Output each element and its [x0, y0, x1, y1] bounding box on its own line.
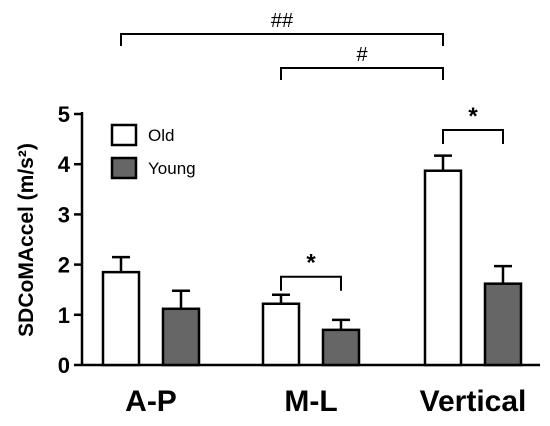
significance-bracket: [280, 67, 444, 80]
y-axis: 0 1 2 3 4 5: [58, 102, 540, 378]
legend-swatch-old: [110, 123, 138, 147]
legend: Old Young: [110, 123, 196, 180]
legend-swatch-young: [110, 156, 138, 180]
significance-bracket: [280, 275, 342, 291]
bar-old-vertical: [423, 169, 463, 367]
significance-label: #: [356, 44, 368, 66]
y-tick-label: 3: [58, 202, 70, 227]
legend-label-young: Young: [148, 159, 196, 178]
significance-annotations: **###: [120, 10, 504, 291]
x-axis-labels: A-P M-L Vertical: [125, 385, 526, 418]
bar-old-a-p: [101, 270, 141, 367]
y-tick-label: 1: [58, 303, 70, 328]
y-tick-label: 4: [58, 152, 71, 177]
significance-label: ##: [271, 10, 294, 32]
y-tick-label: 0: [58, 353, 70, 378]
bar-young-m-l: [321, 328, 361, 367]
x-category-label: M-L: [284, 385, 337, 418]
x-category-label: A-P: [125, 385, 177, 418]
significance-label: *: [468, 103, 478, 130]
bar-young-vertical: [483, 282, 523, 367]
y-axis-title: SDCoMAccel (m/s²): [15, 143, 38, 337]
y-tick-label: 5: [58, 102, 70, 127]
legend-label-old: Old: [148, 126, 174, 145]
bar-young-a-p: [161, 307, 201, 367]
significance-bracket: [120, 33, 444, 46]
bar-old-m-l: [261, 302, 301, 367]
bars: [101, 154, 523, 367]
x-category-label: Vertical: [420, 385, 527, 418]
y-tick-label: 2: [58, 253, 70, 278]
significance-label: *: [306, 250, 316, 277]
significance-bracket: [442, 129, 504, 144]
